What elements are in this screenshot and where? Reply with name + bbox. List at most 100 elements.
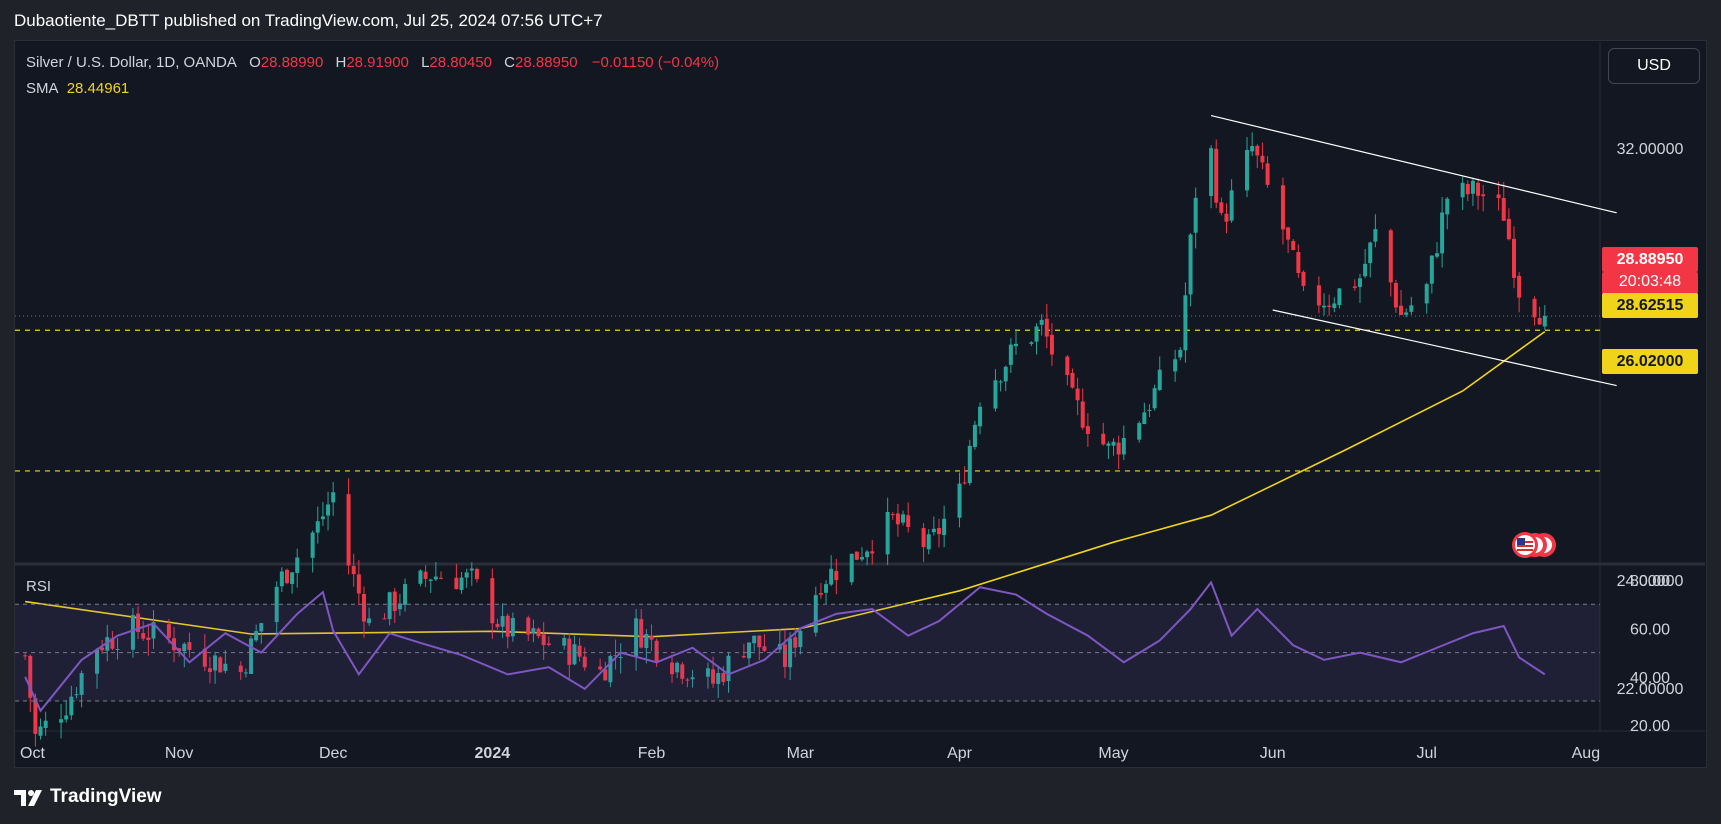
candle-body bbox=[716, 673, 721, 684]
candle-body bbox=[510, 617, 515, 637]
us-flag-icon bbox=[1512, 532, 1556, 558]
candle-body bbox=[274, 586, 279, 623]
candle-body bbox=[567, 638, 572, 665]
candle-body bbox=[1183, 295, 1188, 351]
candle-body bbox=[505, 615, 510, 637]
close-value: 28.88950 bbox=[515, 54, 578, 71]
candle-body bbox=[433, 576, 438, 580]
candle-body bbox=[798, 630, 803, 648]
candle-body bbox=[213, 655, 218, 671]
chart-frame[interactable] bbox=[14, 40, 1707, 768]
candle-body bbox=[1209, 148, 1214, 197]
rsi-tick-label: 60.00 bbox=[1630, 621, 1670, 638]
sma-layer bbox=[25, 330, 1546, 638]
candle-body bbox=[1250, 146, 1255, 152]
candle-body bbox=[711, 669, 716, 684]
candle-body bbox=[1327, 305, 1332, 307]
candle-body bbox=[957, 483, 962, 518]
us-flag-event-icons[interactable] bbox=[1508, 530, 1568, 560]
candle-body bbox=[1332, 303, 1337, 308]
candle-body bbox=[1363, 263, 1368, 277]
candle-body bbox=[490, 578, 495, 624]
candle-body bbox=[1532, 298, 1537, 318]
time-tick-label: 2024 bbox=[475, 745, 511, 762]
candle-body bbox=[1039, 319, 1044, 325]
candle-body bbox=[177, 648, 182, 651]
candle-body bbox=[705, 668, 710, 677]
candle-body bbox=[151, 622, 156, 639]
candle-body bbox=[1388, 230, 1393, 283]
high-value: 28.91900 bbox=[346, 54, 409, 71]
candle-body bbox=[146, 637, 151, 641]
channel-trendline bbox=[1272, 309, 1617, 387]
candle-body bbox=[859, 557, 864, 560]
time-tick-label: Aug bbox=[1572, 745, 1600, 762]
candle-body bbox=[752, 635, 757, 644]
candle-body bbox=[546, 643, 551, 645]
candle-body bbox=[603, 669, 608, 681]
candle-body bbox=[423, 571, 428, 579]
candle-body bbox=[1013, 343, 1018, 347]
candle-body bbox=[1229, 190, 1234, 221]
rsi-tick-label: 80.00 bbox=[1630, 573, 1670, 590]
sma-price-tag: 28.62515 bbox=[1602, 293, 1698, 318]
candle-body bbox=[331, 492, 336, 503]
candle-body bbox=[1465, 184, 1470, 195]
candle-body bbox=[885, 511, 890, 555]
candle-body bbox=[685, 679, 690, 681]
candle-body bbox=[541, 634, 546, 646]
candle-body bbox=[356, 574, 361, 594]
candle-body bbox=[1044, 318, 1049, 337]
tradingview-logo-icon[interactable] bbox=[14, 788, 44, 808]
candle-body bbox=[577, 645, 582, 657]
candle-body bbox=[454, 577, 459, 590]
candle-body bbox=[243, 672, 248, 674]
candle-body bbox=[608, 655, 613, 683]
candle-body bbox=[870, 551, 875, 554]
candle-body bbox=[1537, 318, 1542, 325]
candle-body bbox=[1476, 182, 1481, 196]
candle-body bbox=[824, 584, 829, 593]
candle-body bbox=[1393, 283, 1398, 308]
symbol-legend: Silver / U.S. Dollar, 1D, OANDA O28.8899… bbox=[26, 54, 723, 71]
candle-body bbox=[1188, 234, 1193, 295]
candle-body bbox=[654, 640, 659, 662]
candle-body bbox=[1245, 150, 1250, 191]
candle-body bbox=[1049, 334, 1054, 355]
candle-body bbox=[1157, 369, 1162, 390]
candle-body bbox=[1404, 312, 1409, 315]
candle-body bbox=[854, 551, 859, 560]
low-value: 28.80450 bbox=[429, 54, 492, 71]
candle-body bbox=[1173, 359, 1178, 372]
candle-body bbox=[972, 424, 977, 447]
candle-body bbox=[474, 568, 479, 580]
candle-body bbox=[931, 528, 936, 533]
candle-body bbox=[793, 637, 798, 648]
rsi-label[interactable]: RSI bbox=[26, 578, 52, 595]
sma-legend[interactable]: SMA 28.44961 bbox=[26, 80, 133, 97]
candle-body bbox=[849, 553, 854, 583]
currency-button[interactable]: USD bbox=[1608, 48, 1700, 84]
candle-body bbox=[1337, 288, 1342, 306]
candle-body bbox=[1357, 278, 1362, 288]
candle-body bbox=[397, 603, 402, 610]
candle-body bbox=[1147, 409, 1152, 411]
candle-body bbox=[459, 577, 464, 591]
candle-body bbox=[1029, 342, 1034, 344]
candle-body bbox=[1496, 194, 1501, 199]
last-price-tag: 28.88950 bbox=[1602, 247, 1698, 272]
tradingview-brand[interactable]: TradingView bbox=[50, 786, 162, 807]
candle-body bbox=[1322, 305, 1327, 308]
candle-body bbox=[1219, 202, 1224, 213]
time-tick-label: May bbox=[1098, 745, 1128, 762]
candle-body bbox=[279, 571, 284, 587]
candle-body bbox=[367, 618, 372, 624]
footer: TradingView bbox=[14, 782, 414, 814]
candle-body bbox=[1352, 286, 1357, 288]
candle-body bbox=[936, 527, 941, 535]
candle-body bbox=[1506, 218, 1511, 240]
symbol-name[interactable]: Silver / U.S. Dollar, 1D, OANDA bbox=[26, 54, 237, 71]
time-tick-label: Nov bbox=[165, 745, 193, 762]
candle-body bbox=[726, 655, 731, 682]
